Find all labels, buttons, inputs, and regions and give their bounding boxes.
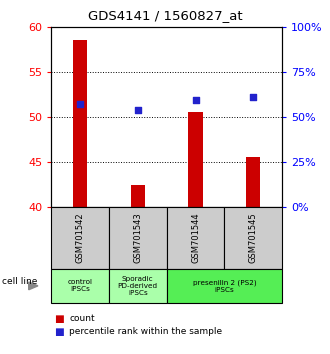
Text: count: count [69, 314, 95, 323]
Text: GSM701543: GSM701543 [133, 213, 142, 263]
Point [135, 107, 140, 113]
Bar [73, 40, 87, 207]
Point [193, 97, 198, 103]
Text: GSM701545: GSM701545 [249, 213, 258, 263]
Text: GSM701542: GSM701542 [76, 213, 84, 263]
Text: ■: ■ [54, 314, 64, 324]
Bar [246, 158, 260, 207]
Bar [188, 112, 203, 207]
Text: percentile rank within the sample: percentile rank within the sample [69, 327, 222, 336]
Text: ■: ■ [54, 327, 64, 337]
Text: GDS4141 / 1560827_at: GDS4141 / 1560827_at [88, 9, 242, 22]
Text: presenilin 2 (PS2)
iPSCs: presenilin 2 (PS2) iPSCs [193, 279, 256, 293]
Point [77, 101, 82, 107]
Text: control
IPSCs: control IPSCs [68, 279, 92, 292]
Text: GSM701544: GSM701544 [191, 213, 200, 263]
Bar [131, 184, 145, 207]
Point [251, 94, 256, 100]
Text: Sporadic
PD-derived
iPSCs: Sporadic PD-derived iPSCs [118, 276, 158, 296]
Text: cell line: cell line [2, 277, 37, 286]
